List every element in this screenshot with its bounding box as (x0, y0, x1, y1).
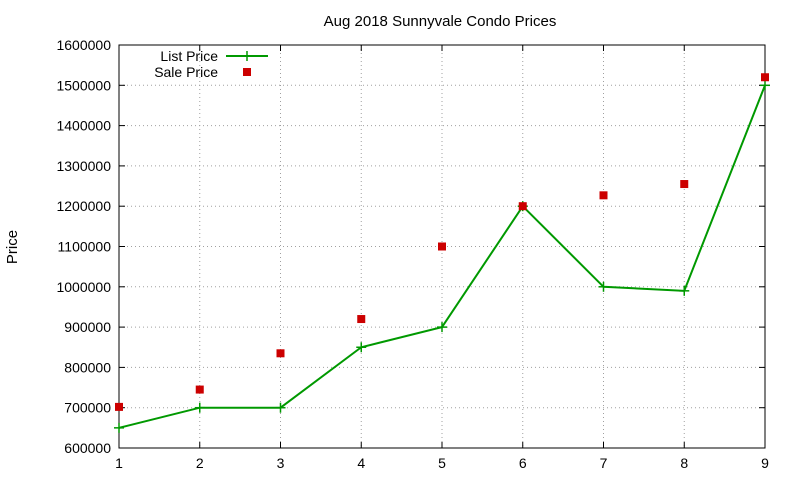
sale-price-point (599, 191, 608, 200)
x-tick-label: 8 (680, 455, 688, 471)
x-tick-label: 1 (115, 455, 123, 471)
list-price-point (194, 402, 205, 413)
x-tick-label: 6 (519, 455, 527, 471)
sale-price-point (761, 73, 769, 82)
sale-price-point (438, 242, 446, 251)
series-layer (114, 73, 770, 433)
x-tick-label: 4 (357, 455, 365, 471)
list-price-point (437, 322, 447, 333)
list-price-point (356, 342, 367, 353)
sale-price-point (518, 202, 527, 211)
y-tick-label: 1600000 (56, 37, 111, 53)
y-tick-label: 1300000 (56, 158, 111, 174)
y-tick-label: 1500000 (56, 77, 111, 93)
sale-price-point (276, 349, 285, 358)
sale-price-point (357, 315, 366, 324)
y-axis-label: Price (4, 230, 21, 264)
legend-label: Sale Price (154, 64, 218, 80)
y-tick-label: 1200000 (56, 198, 111, 214)
y-tick-label: 600000 (64, 440, 111, 456)
x-tick-label: 2 (196, 455, 204, 471)
series-sale-price (115, 73, 769, 411)
sale-price-point (195, 385, 204, 394)
list-price-point (275, 402, 286, 413)
sale-price-point (115, 402, 123, 411)
y-tick-label: 900000 (64, 319, 111, 335)
chart-title: Aug 2018 Sunnyvale Condo Prices (324, 13, 557, 30)
legend-item-sale-price: Sale Price (154, 64, 251, 80)
x-tick-label: 7 (600, 455, 608, 471)
legend-item-list-price: List Price (160, 48, 268, 64)
x-tick-label: 3 (277, 455, 285, 471)
legend-swatch-marker (243, 68, 251, 76)
y-tick-label: 800000 (64, 359, 111, 375)
y-tick-label: 1000000 (56, 279, 111, 295)
sale-price-point (680, 180, 689, 189)
list-price-point (679, 285, 690, 296)
x-tick-label: 9 (761, 455, 769, 471)
y-tick-label: 1400000 (56, 118, 111, 134)
legend-label: List Price (160, 48, 218, 64)
list-price-point (760, 80, 770, 91)
x-tick-label: 5 (438, 455, 446, 471)
y-tick-label: 1100000 (58, 239, 112, 255)
y-tick-label: 700000 (64, 400, 111, 416)
list-price-point (598, 281, 609, 292)
legend-swatch-marker (242, 51, 252, 61)
series-list-price (114, 80, 770, 433)
list-price-point (114, 422, 124, 433)
axis-ticks: 6000007000008000009000001000000110000012… (56, 37, 769, 471)
list-price-line (118, 84, 766, 429)
